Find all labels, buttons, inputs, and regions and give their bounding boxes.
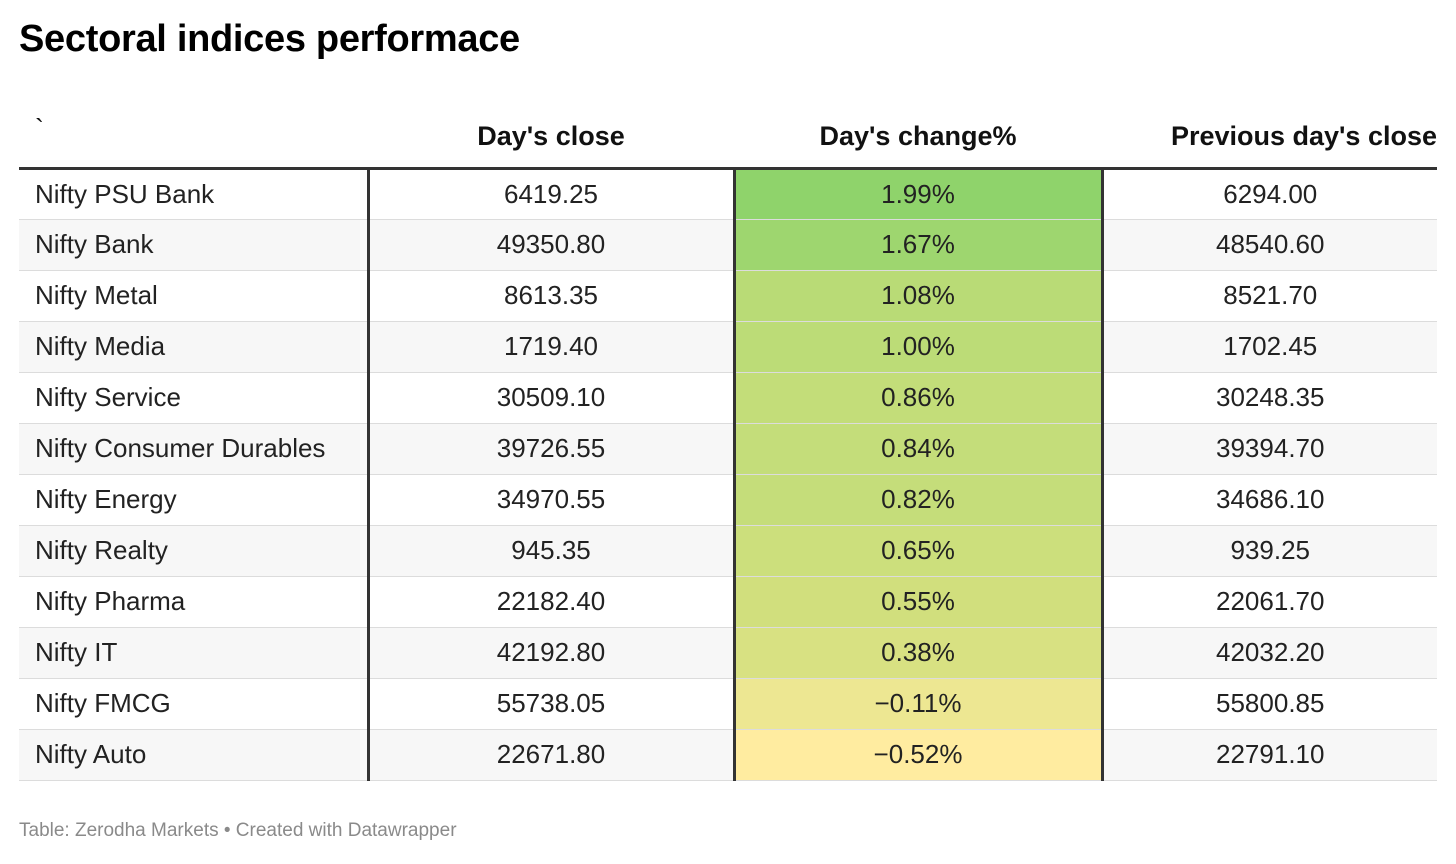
row-days-change: 0.55% — [732, 576, 1104, 628]
table-row: Nifty Consumer Durables 39726.55 0.84% 3939… — [19, 423, 1437, 475]
row-days-close: 39726.55 — [366, 423, 734, 475]
row-days-close: 34970.55 — [366, 474, 734, 526]
table-title: Sectoral indices performace — [19, 18, 520, 60]
row-name: Nifty FMCG — [19, 678, 368, 730]
row-days-change: 1.99% — [732, 168, 1104, 220]
row-name: Nifty Pharma — [19, 576, 368, 628]
row-days-close: 22182.40 — [366, 576, 734, 628]
row-previous-close: 34686.10 — [1102, 474, 1437, 526]
table-row: Nifty Metal 8613.35 1.08% 8521.70 — [19, 270, 1437, 322]
table-row: Nifty IT 42192.80 0.38% 42032.20 — [19, 627, 1437, 679]
table-row: Nifty Pharma 22182.40 0.55% 22061.70 — [19, 576, 1437, 628]
row-previous-close: 42032.20 — [1102, 627, 1437, 679]
table-row: Nifty FMCG 55738.05 −0.11% 55800.85 — [19, 678, 1437, 730]
row-previous-close: 39394.70 — [1102, 423, 1437, 475]
row-days-change: 1.67% — [732, 219, 1104, 271]
row-name: Nifty Realty — [19, 525, 368, 577]
row-days-close: 30509.10 — [366, 372, 734, 424]
table-body: Nifty PSU Bank 6419.25 1.99% 6294.00 Nifty B… — [19, 168, 1437, 781]
table-row: Nifty Auto 22671.80 −0.52% 22791.10 — [19, 729, 1437, 781]
table-row: Nifty Energy 34970.55 0.82% 34686.10 — [19, 474, 1437, 526]
row-previous-close: 8521.70 — [1102, 270, 1437, 322]
row-previous-close: 939.25 — [1102, 525, 1437, 577]
row-days-close: 42192.80 — [366, 627, 734, 679]
table-row: Nifty Service 30509.10 0.86% 30248.35 — [19, 372, 1437, 424]
row-previous-close: 30248.35 — [1102, 372, 1437, 424]
row-days-change: 0.82% — [732, 474, 1104, 526]
table-row: Nifty Bank 49350.80 1.67% 48540.60 — [19, 219, 1437, 271]
row-days-change: 1.00% — [732, 321, 1104, 373]
row-previous-close: 1702.45 — [1102, 321, 1437, 373]
table-row: Nifty Media 1719.40 1.00% 1702.45 — [19, 321, 1437, 373]
row-previous-close: 48540.60 — [1102, 219, 1437, 271]
row-days-change: 0.38% — [732, 627, 1104, 679]
row-days-change: −0.52% — [732, 729, 1104, 781]
row-previous-close: 55800.85 — [1102, 678, 1437, 730]
header-days-change: Day's change% — [734, 104, 1102, 170]
row-previous-close: 6294.00 — [1102, 168, 1437, 220]
row-days-close: 49350.80 — [366, 219, 734, 271]
row-name: Nifty Metal — [19, 270, 368, 322]
table-row: Nifty Realty 945.35 0.65% 939.25 — [19, 525, 1437, 577]
header-days-close: Day's close — [368, 104, 734, 170]
sectoral-indices-table: ` Day's close Day's change% Previous day… — [19, 104, 1437, 781]
row-days-change: 0.86% — [732, 372, 1104, 424]
row-name: Nifty IT — [19, 627, 368, 679]
row-days-change: 0.65% — [732, 525, 1104, 577]
table-row: Nifty PSU Bank 6419.25 1.99% 6294.00 — [19, 168, 1437, 220]
row-name: Nifty Energy — [19, 474, 368, 526]
row-previous-close: 22791.10 — [1102, 729, 1437, 781]
row-name: Nifty Bank — [19, 219, 368, 271]
row-name: Nifty Auto — [19, 729, 368, 781]
row-days-change: 0.84% — [732, 423, 1104, 475]
row-name: Nifty Consumer Durables — [19, 423, 368, 475]
row-days-close: 22671.80 — [366, 729, 734, 781]
source-footer: Table: Zerodha Markets • Created with Da… — [19, 820, 457, 841]
row-days-change: −0.11% — [732, 678, 1104, 730]
row-name: Nifty Media — [19, 321, 368, 373]
row-days-change: 1.08% — [732, 270, 1104, 322]
row-days-close: 8613.35 — [366, 270, 734, 322]
header-row: ` Day's close Day's change% Previous day… — [19, 104, 1437, 170]
row-days-close: 945.35 — [366, 525, 734, 577]
row-previous-close: 22061.70 — [1102, 576, 1437, 628]
row-days-close: 1719.40 — [366, 321, 734, 373]
row-name: Nifty Service — [19, 372, 368, 424]
header-previous-close: Previous day's close — [1102, 104, 1437, 170]
row-days-close: 55738.05 — [366, 678, 734, 730]
row-name: Nifty PSU Bank — [19, 168, 368, 220]
header-name: ` — [19, 104, 368, 170]
row-days-close: 6419.25 — [366, 168, 734, 220]
